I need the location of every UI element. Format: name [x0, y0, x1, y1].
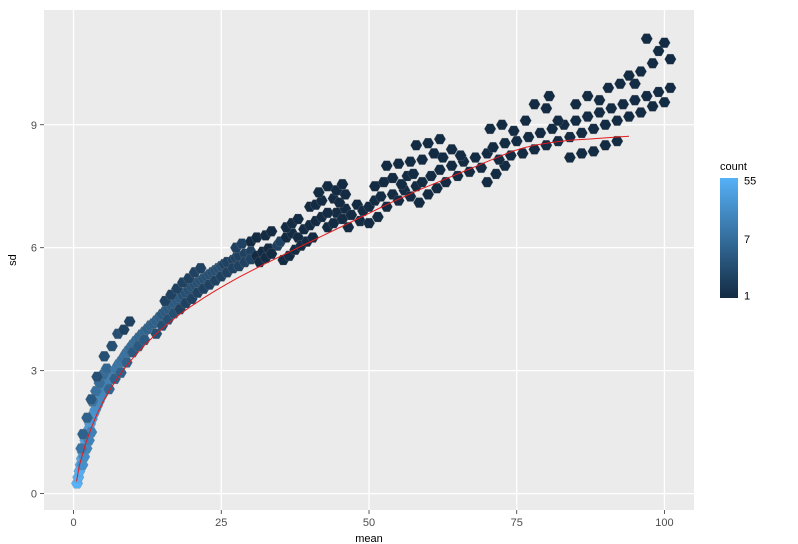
xtick-label: 75	[511, 517, 523, 529]
ytick-label: 6	[31, 243, 37, 255]
xtick-label: 50	[363, 517, 375, 529]
ytick-label: 0	[31, 489, 37, 501]
legend-tick-label: 7	[744, 234, 750, 246]
chart-svg: 0 25 50 75 100 0 3 6 9 mean sd count 55 7 1	[0, 0, 798, 544]
xtick-label: 0	[70, 517, 76, 529]
y-axis-title: sd	[7, 254, 19, 266]
x-axis-title: mean	[355, 533, 383, 544]
hexbin-chart: { "chart": { "type": "hexbin", "width": …	[0, 0, 798, 544]
legend-colorbar	[720, 178, 738, 298]
legend-tick-label: 1	[744, 291, 750, 303]
ytick-label: 9	[31, 120, 37, 132]
xtick-label: 25	[215, 517, 227, 529]
legend-tick-label: 55	[744, 175, 756, 187]
ytick-label: 3	[31, 366, 37, 378]
xtick-label: 100	[655, 517, 673, 529]
legend-title: count	[720, 161, 747, 173]
